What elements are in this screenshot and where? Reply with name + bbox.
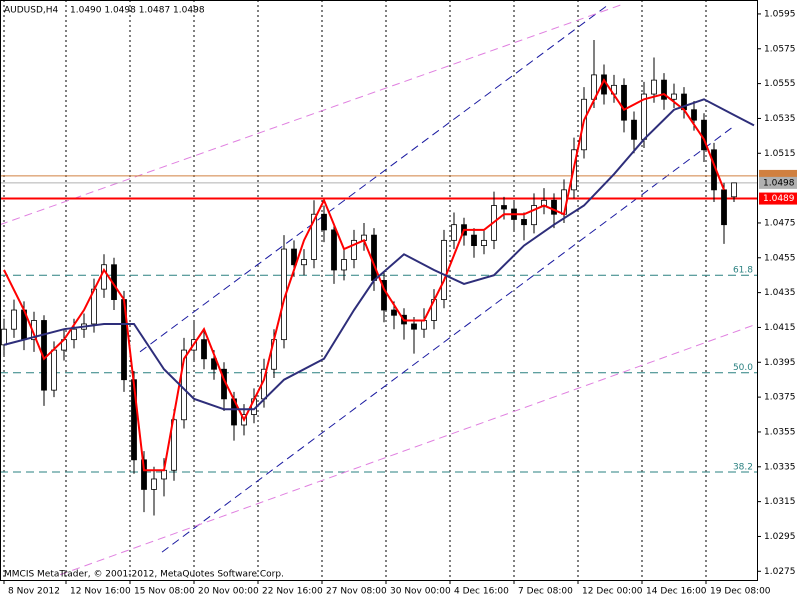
price-label-box xyxy=(759,192,797,205)
candle-body xyxy=(521,219,527,226)
fib-label: 38.2 xyxy=(733,463,753,473)
candle-body xyxy=(441,239,447,300)
x-tick-label: 20 Nov 00:00 xyxy=(198,587,259,597)
y-tick-label: 1.0555 xyxy=(764,79,796,89)
candle-body xyxy=(731,182,737,198)
y-tick-label: 1.0395 xyxy=(764,358,796,368)
candle-body xyxy=(331,229,337,271)
candle-body xyxy=(471,234,477,246)
candle-body xyxy=(321,213,327,231)
y-tick-label: 1.0375 xyxy=(764,393,796,403)
trendline xyxy=(59,323,758,576)
trendline xyxy=(161,125,736,553)
candle-body xyxy=(51,349,57,391)
y-tick-label: 1.0515 xyxy=(764,149,796,159)
candle-body xyxy=(301,259,307,266)
candle-body xyxy=(211,358,217,370)
candle-body xyxy=(341,259,347,271)
y-tick-label: 1.0595 xyxy=(764,9,796,19)
x-tick-label: 12 Dec 00:00 xyxy=(582,587,643,597)
fib-label: 50.0 xyxy=(733,363,753,373)
chart-title: AUDUSD,H4 xyxy=(4,6,59,16)
y-tick-label: 1.0295 xyxy=(764,532,796,542)
price-label: 1.0489 xyxy=(763,194,795,204)
x-tick-label: 27 Nov 08:00 xyxy=(326,587,387,597)
y-tick-label: 1.0435 xyxy=(764,288,796,298)
footer: MMCIS MetaTrader, © 2001-2012, MetaQuote… xyxy=(4,570,284,580)
y-tick-label: 1.0575 xyxy=(764,44,796,54)
x-tick-label: 7 Dec 08:00 xyxy=(518,587,573,597)
y-tick-label: 1.0415 xyxy=(764,323,796,333)
candle-body xyxy=(141,459,147,490)
candle-body xyxy=(351,239,357,260)
candle-body xyxy=(671,93,677,100)
trendline xyxy=(0,3,626,226)
y-tick-label: 1.0475 xyxy=(764,218,796,228)
candle-body xyxy=(391,309,397,316)
plot-border xyxy=(0,0,758,581)
candle-body xyxy=(691,109,697,121)
plot-area: 61.8 50.0 38.2 xyxy=(0,0,758,580)
trendline xyxy=(139,3,611,353)
candle-body xyxy=(181,349,187,421)
x-tick-label: 22 Nov 16:00 xyxy=(262,587,323,597)
price-label: 1.0498 xyxy=(763,178,795,188)
candle-body xyxy=(71,328,77,341)
candle-body xyxy=(531,205,537,226)
candle-body xyxy=(411,323,417,330)
candle-body xyxy=(551,199,557,215)
candle-body xyxy=(631,119,637,140)
candle-body xyxy=(501,205,507,210)
x-tick-label: 8 Nov 2012 xyxy=(8,587,60,597)
candle-body xyxy=(201,339,207,360)
moving-average xyxy=(3,78,725,472)
x-tick-label: 30 Nov 00:00 xyxy=(390,587,451,597)
y-tick-label: 1.0315 xyxy=(764,497,796,507)
y-tick-label: 1.0335 xyxy=(764,462,796,472)
moving-average xyxy=(3,98,755,411)
x-tick-label: 12 Nov 16:00 xyxy=(70,587,131,597)
candle-body xyxy=(621,84,627,121)
y-tick-label: 1.0455 xyxy=(764,253,796,263)
y-tick-label: 1.0355 xyxy=(764,427,796,437)
y-tick-label: 1.0535 xyxy=(764,114,796,124)
candle-body xyxy=(721,189,727,226)
candle-body xyxy=(371,234,377,281)
x-tick-label: 15 Nov 08:00 xyxy=(134,587,195,597)
candle-body xyxy=(651,79,657,95)
x-tick-label: 14 Dec 16:00 xyxy=(646,587,707,597)
candle-body xyxy=(381,280,387,311)
price-label-box xyxy=(759,176,797,189)
candle-body xyxy=(311,213,317,260)
candle-body xyxy=(151,478,157,490)
candle-body xyxy=(11,309,17,330)
candle-body xyxy=(451,224,457,241)
fib-label: 61.8 xyxy=(733,266,753,276)
candle-body xyxy=(421,320,427,330)
candle-body xyxy=(661,79,667,100)
ohlc-header: 1.0490 1.0498 1.0487 1.0498 xyxy=(70,6,205,16)
x-tick-label: 19 Dec 08:00 xyxy=(710,587,771,597)
candle-body xyxy=(481,239,487,246)
y-tick-label: 1.0275 xyxy=(764,567,796,577)
candle-body xyxy=(161,469,167,480)
x-tick-label: 4 Dec 16:00 xyxy=(454,587,509,597)
candle-body xyxy=(291,248,297,266)
candle-body xyxy=(1,328,7,346)
